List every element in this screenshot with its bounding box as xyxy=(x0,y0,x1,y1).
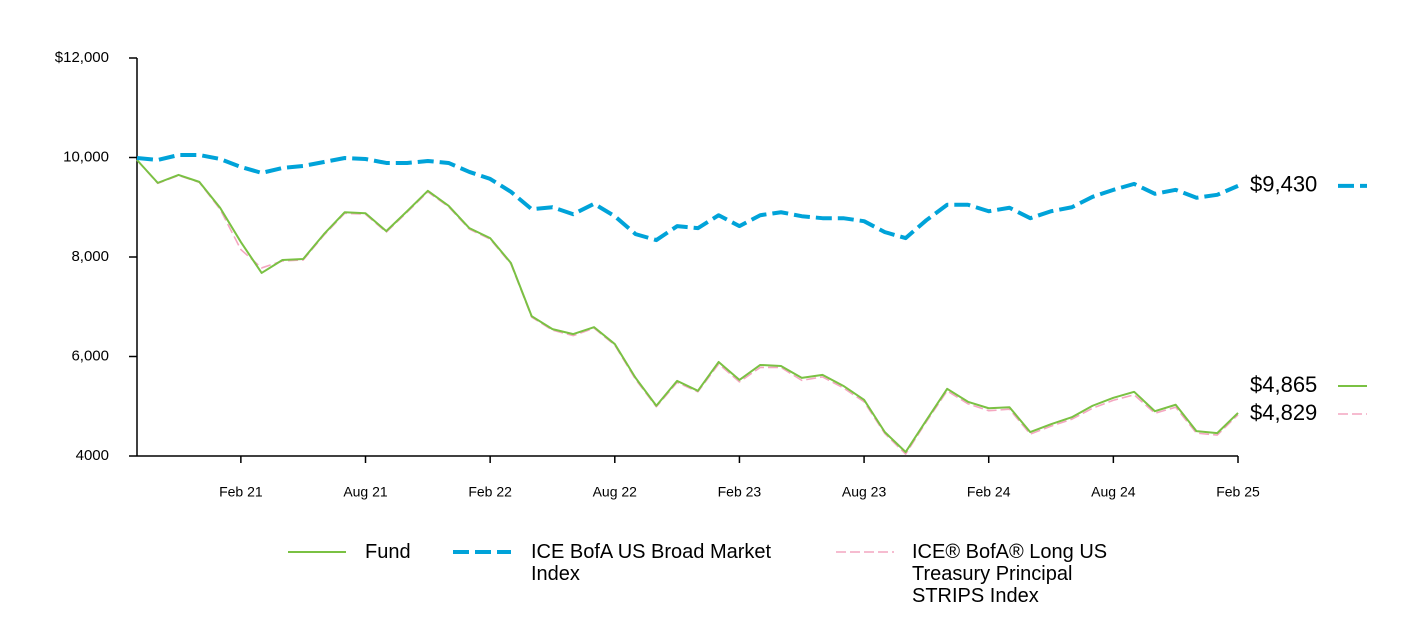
x-tick-label: Feb 24 xyxy=(967,484,1011,500)
y-tick-label: $12,000 xyxy=(55,49,109,66)
x-tick-label: Aug 23 xyxy=(842,484,887,500)
series-line xyxy=(136,153,1239,243)
end-label: $4,865 xyxy=(1250,372,1317,397)
x-tick-label: Aug 22 xyxy=(593,484,638,500)
y-tick-label: 8,000 xyxy=(71,248,109,265)
legend-label: ICE BofA US Broad Market Index xyxy=(531,541,772,585)
x-tick-label: Aug 21 xyxy=(343,484,388,500)
x-tick-label: Aug 24 xyxy=(1091,484,1136,500)
legend-label: Fund xyxy=(365,541,411,563)
series-line xyxy=(136,159,1239,454)
end-label: $4,829 xyxy=(1250,400,1317,425)
x-tick-label: Feb 22 xyxy=(468,484,512,500)
y-tick-label: 10,000 xyxy=(63,148,109,165)
y-tick-label: 6,000 xyxy=(71,347,109,364)
x-tick-label: Feb 23 xyxy=(718,484,762,500)
x-tick-label: Feb 25 xyxy=(1216,484,1260,500)
series-line xyxy=(136,159,1239,455)
y-tick-label: 4000 xyxy=(76,447,109,464)
end-label: $9,430 xyxy=(1250,172,1317,197)
x-tick-label: Feb 21 xyxy=(219,484,263,500)
legend-label: ICE® BofA® Long US Treasury Principal ST… xyxy=(912,541,1108,607)
